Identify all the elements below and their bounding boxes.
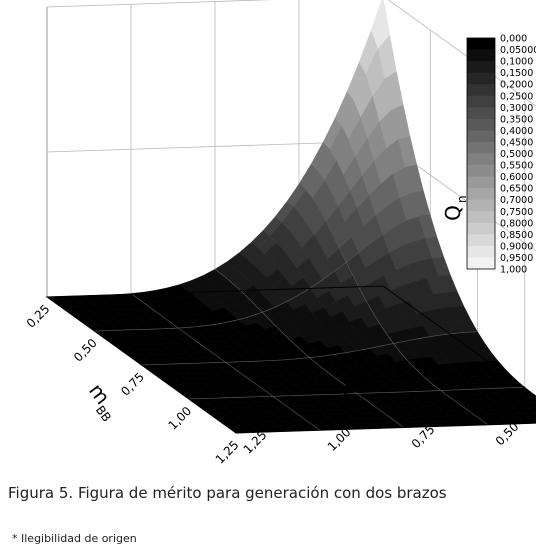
- colorbar-swatch: [467, 38, 495, 51]
- figure-caption: Figura 5. Figura de mérito para generaci…: [8, 484, 447, 502]
- colorbar-swatch: [467, 165, 495, 178]
- colorbar-swatch: [467, 95, 495, 108]
- colorbar-swatch: [467, 176, 495, 189]
- colorbar-swatch: [467, 234, 495, 247]
- surface-chart: 0,00,10,20,30,40,50,60,70,80,91,0 0,250,…: [24, 0, 536, 467]
- colorbar-swatch: [467, 130, 495, 143]
- z-axis-label-main: Q: [441, 205, 465, 221]
- surface-grid-line: [298, 183, 489, 426]
- colorbar-level-label: 0,5500: [500, 161, 533, 172]
- x-axis-label: m BB: [84, 379, 115, 425]
- colorbar-swatch: [467, 72, 495, 85]
- colorbar-swatch: [467, 188, 495, 201]
- surface-grid-line: [214, 268, 405, 428]
- colorbar-swatch: [467, 211, 495, 224]
- colorbar-level-label: 0,2000: [500, 80, 533, 91]
- colorbar-level-label: 0,3000: [500, 103, 533, 114]
- surface-base-outline: [45, 285, 536, 434]
- colorbar-swatch: [467, 141, 495, 154]
- colorbar-level-label: 0,000: [500, 34, 527, 45]
- colorbar-level-label: 0,6000: [500, 172, 533, 183]
- colorbar-level-label: 0,9000: [500, 241, 533, 252]
- colorbar-level-label: 0,2500: [500, 91, 533, 102]
- colorbar-level-label: 0,8500: [500, 230, 533, 241]
- colorbar-level-label: 0,9500: [500, 253, 533, 264]
- colorbar-swatch: [467, 118, 495, 131]
- colorbar-level-label: 0,3500: [500, 114, 533, 125]
- colorbar-swatch: [467, 222, 495, 235]
- x-tick-label: 1,25: [213, 438, 242, 467]
- colorbar-level-label: 0,7000: [500, 195, 533, 206]
- footnote: * Ilegibilidad de origen: [12, 532, 137, 545]
- colorbar-swatch: [467, 84, 495, 97]
- colorbar-level-label: 0,5000: [500, 149, 533, 160]
- colorbar-swatch: [467, 61, 495, 74]
- colorbar-swatch: [467, 107, 495, 120]
- colorbar-swatch: [467, 153, 495, 166]
- surface-plot: [45, 0, 536, 434]
- colorbar-swatch: [467, 257, 495, 270]
- surface-grid-line: [188, 386, 525, 400]
- colorbar-swatch: [467, 49, 495, 62]
- colorbar-frame: [466, 37, 496, 270]
- colorbar-legend: 0,0000,050000,10000,15000,20000,25000,30…: [466, 34, 536, 276]
- colorbar-level-label: 0,4500: [500, 137, 533, 148]
- colorbar-swatch: [467, 199, 495, 212]
- x-tick-label: 0,50: [71, 336, 100, 365]
- colorbar-level-label: 0,6500: [500, 184, 533, 195]
- x-tick-label: 0,75: [118, 370, 147, 399]
- colorbar-level-label: 0,8000: [500, 218, 533, 229]
- colorbar-level-label: 0,1000: [500, 57, 533, 68]
- colorbar-level-label: 0,1500: [500, 68, 533, 79]
- colorbar-level-label: 0,4000: [500, 126, 533, 137]
- colorbar-swatch: [467, 245, 495, 258]
- colorbar-level-label: 0,7500: [500, 207, 533, 218]
- x-tick-label: 1,00: [166, 404, 195, 433]
- wall-grid-line: [46, 0, 536, 107]
- x-tick-label: 0,25: [24, 302, 53, 331]
- z-axis-label: Q n: [441, 195, 469, 220]
- colorbar-level-label: 1,000: [500, 265, 527, 276]
- colorbar-level-label: 0,05000: [500, 45, 536, 56]
- x-axis-label-main: m: [84, 379, 115, 409]
- z-axis-label-sub: n: [455, 195, 469, 203]
